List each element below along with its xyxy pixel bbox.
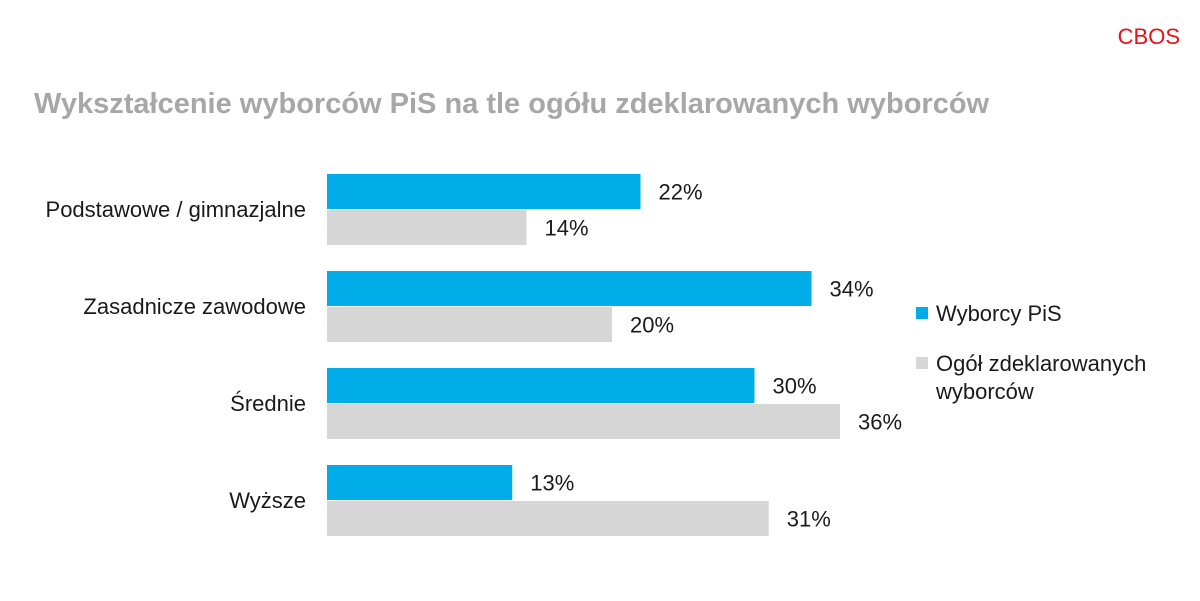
bar-series-1 (327, 465, 513, 500)
data-label-series-1: 22% (659, 180, 703, 205)
bar-series-1 (327, 368, 755, 403)
legend-label-series-2: Ogół zdeklarowanych wyborców (936, 351, 1147, 404)
data-label-series-2: 14% (545, 216, 589, 241)
legend-item-series-2: Ogół zdeklarowanych wyborców (916, 350, 1186, 406)
bar-series-1 (327, 174, 641, 209)
data-label-series-2: 36% (858, 410, 902, 435)
data-label-series-2: 20% (630, 313, 674, 338)
legend-swatch-series-2 (916, 357, 928, 369)
bar-series-2 (327, 404, 840, 439)
bar-series-2 (327, 501, 769, 536)
brand-logo-text: CBOS (1117, 24, 1180, 49)
data-label-series-1: 30% (773, 374, 817, 399)
chart-legend: Wyborcy PiS Ogół zdeklarowanych wyborców (916, 300, 1186, 428)
legend-item-series-1: Wyborcy PiS (916, 300, 1186, 328)
category-label: Wyższe (229, 488, 306, 513)
bar-series-1 (327, 271, 812, 306)
chart-title: Wykształcenie wyborców PiS na tle ogółu … (34, 88, 990, 120)
bar-series-2 (327, 210, 527, 245)
category-label: Podstawowe / gimnazjalne (46, 197, 306, 222)
data-label-series-2: 31% (787, 507, 831, 532)
data-label-series-1: 34% (830, 277, 874, 302)
category-label: Średnie (230, 391, 306, 416)
bar-series-2 (327, 307, 612, 342)
data-label-series-1: 13% (530, 471, 574, 496)
category-label: Zasadnicze zawodowe (83, 294, 306, 319)
legend-label-series-1: Wyborcy PiS (936, 301, 1062, 326)
legend-swatch-series-1 (916, 307, 928, 319)
